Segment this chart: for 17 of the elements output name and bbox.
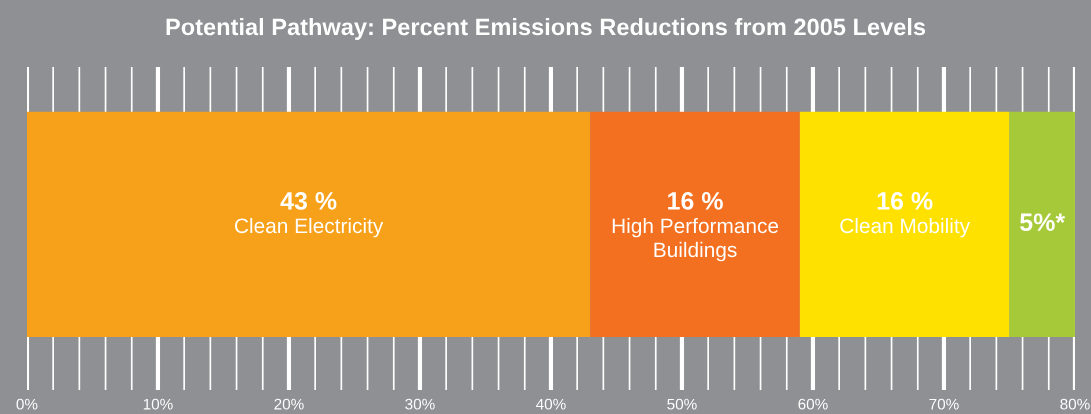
x-tick-label: 10% <box>143 398 173 410</box>
series-label: High Performance Buildings <box>612 217 779 262</box>
chart-title: Potential Pathway: Percent Emissions Reductions from 2005 Levels <box>166 17 926 40</box>
x-tick-label: 60% <box>798 398 828 410</box>
data-label: 5%* <box>1020 213 1066 232</box>
data-label: 43 % <box>280 192 337 210</box>
x-tick-label: 70% <box>929 398 959 410</box>
series-label: Clean Mobility <box>840 217 971 238</box>
x-tick-label: 0% <box>16 398 38 410</box>
x-tick-label: 40% <box>536 398 566 410</box>
data-label: 16 % <box>877 192 933 210</box>
x-tick-label: 30% <box>405 398 435 410</box>
series-label: Clean Electricity <box>234 217 384 238</box>
data-label: 16 % <box>668 192 723 210</box>
x-tick-label: 50% <box>667 398 697 410</box>
x-tick-label: 20% <box>274 398 304 410</box>
x-tick-label: 80% <box>1060 398 1090 410</box>
